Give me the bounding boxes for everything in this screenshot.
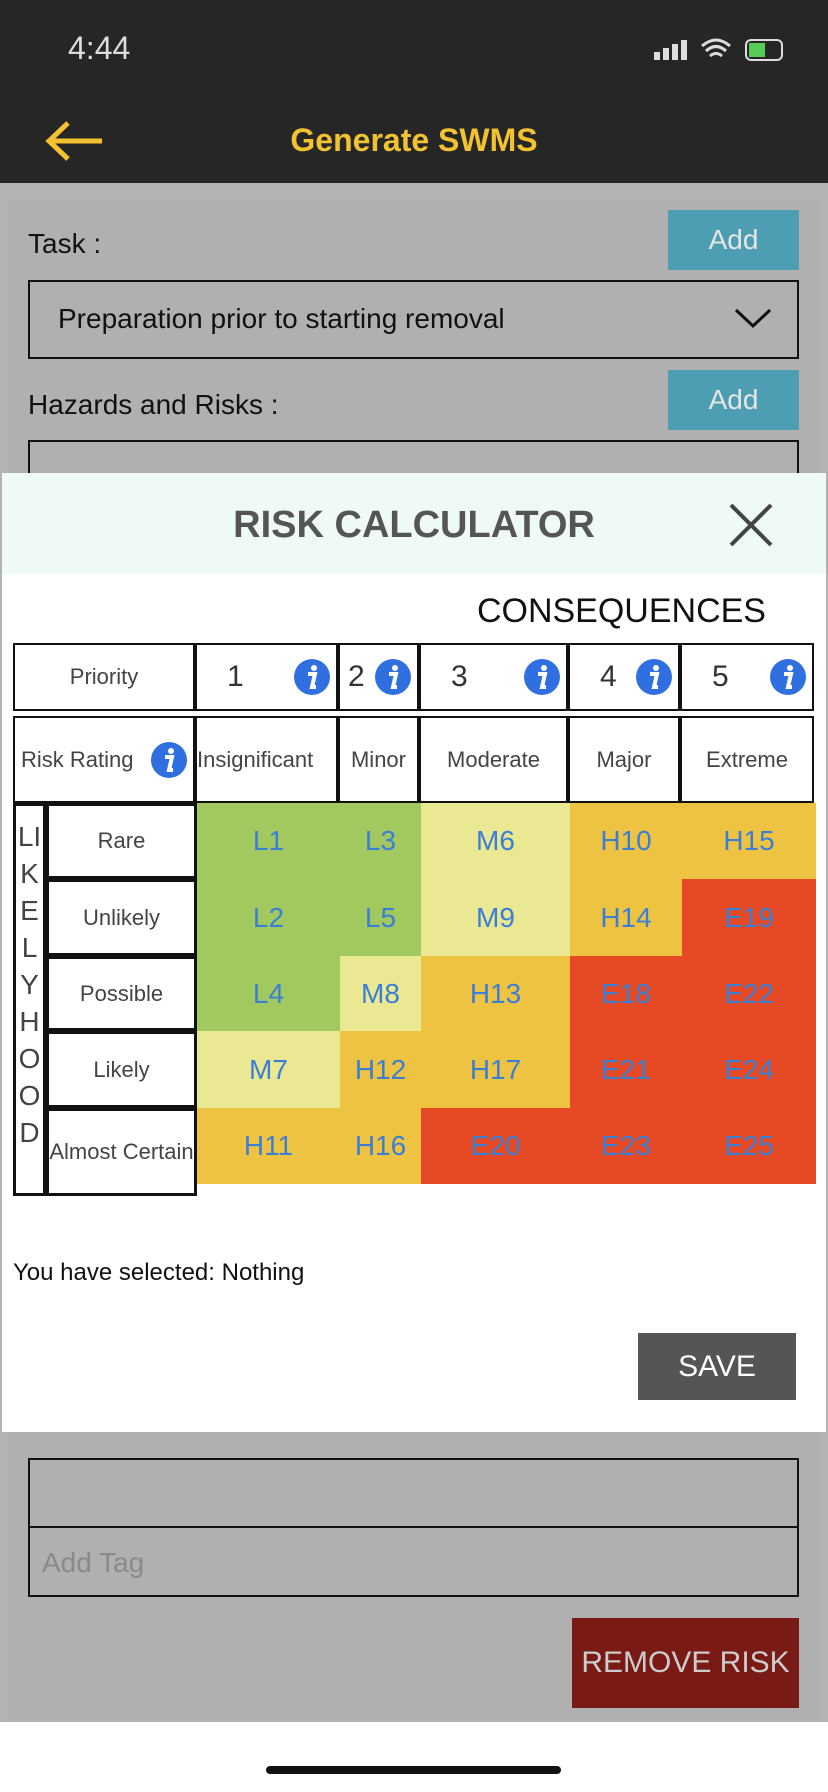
status-time: 4:44: [68, 30, 131, 66]
hazards-add-button[interactable]: Add: [668, 370, 799, 430]
modal-header: [2, 473, 826, 574]
consequences-label: CONSEQUENCES: [476, 592, 766, 630]
risk-cell[interactable]: H16: [340, 1108, 421, 1184]
consequence-cell: Extreme: [680, 716, 814, 803]
risk-modal: RISK CALCULATOR CONSEQUENCES You have se…: [2, 473, 826, 1432]
likelihood-row-label: Rare: [46, 803, 197, 879]
risk-cell[interactable]: E21: [570, 1031, 682, 1108]
bottom-area: [0, 1722, 828, 1792]
close-button[interactable]: [728, 502, 774, 548]
status-icons: [654, 38, 783, 61]
info-icon[interactable]: [150, 741, 188, 779]
likelihood-row-label: Almost Certain: [46, 1108, 197, 1196]
risk-cell[interactable]: E18: [570, 956, 682, 1031]
risk-cell[interactable]: L3: [340, 803, 421, 879]
risk-cell[interactable]: E19: [682, 879, 816, 956]
risk-cell[interactable]: E24: [682, 1031, 816, 1108]
risk-cell[interactable]: H10: [570, 803, 682, 879]
risk-cell[interactable]: M8: [340, 956, 421, 1031]
risk-rating-label: Risk Rating: [13, 716, 195, 803]
risk-cell[interactable]: E22: [682, 956, 816, 1031]
tag-placeholder: Add Tag: [42, 1547, 145, 1578]
risk-cell[interactable]: H14: [570, 879, 682, 956]
likelihood-label: LIKELYHOOD: [13, 803, 46, 1196]
risk-cell[interactable]: L4: [197, 956, 340, 1031]
consequence-cell: Moderate: [419, 716, 568, 803]
info-icon[interactable]: [769, 658, 807, 696]
task-select[interactable]: [28, 280, 799, 359]
save-button[interactable]: SAVE: [638, 1333, 796, 1400]
info-icon[interactable]: [523, 658, 561, 696]
selected-text: You have selected: Nothing: [13, 1259, 305, 1286]
back-button[interactable]: [44, 120, 106, 162]
risk-cell[interactable]: L1: [197, 803, 340, 879]
consequence-cell: Major: [568, 716, 680, 803]
risk-cell[interactable]: H15: [682, 803, 816, 879]
risk-cell[interactable]: M9: [421, 879, 570, 956]
risk-cell[interactable]: H13: [421, 956, 570, 1031]
risk-cell[interactable]: M7: [197, 1031, 340, 1108]
tag-input[interactable]: [28, 1526, 799, 1597]
likelihood-row-label: Unlikely: [46, 879, 197, 956]
info-icon[interactable]: [635, 658, 673, 696]
risk-cell[interactable]: E20: [421, 1108, 570, 1184]
task-value: Preparation prior to starting removal: [58, 303, 505, 334]
risk-cell[interactable]: M6: [421, 803, 570, 879]
info-icon[interactable]: [293, 658, 331, 696]
remove-risk-button[interactable]: REMOVE RISK: [572, 1618, 799, 1708]
consequence-cell: Minor: [338, 716, 419, 803]
risk-cell[interactable]: L5: [340, 879, 421, 956]
info-icon[interactable]: [374, 658, 412, 696]
risk-cell[interactable]: E23: [570, 1108, 682, 1184]
likelihood-row-label: Possible: [46, 956, 197, 1031]
task-label: Task :: [28, 228, 102, 259]
task-add-button[interactable]: Add: [668, 210, 799, 270]
dropdown-arrow: [734, 308, 772, 329]
top-bar: [0, 0, 828, 183]
hazards-label: Hazards and Risks :: [28, 389, 279, 420]
header-title: Generate SWMS: [290, 122, 538, 158]
home-indicator: [266, 1766, 561, 1774]
risk-cell[interactable]: H11: [197, 1108, 340, 1184]
risk-cell[interactable]: L2: [197, 879, 340, 956]
risk-cell[interactable]: E25: [682, 1108, 816, 1184]
modal-title: RISK CALCULATOR: [233, 504, 595, 546]
risk-cell[interactable]: H17: [421, 1031, 570, 1108]
likelihood-row-label: Likely: [46, 1031, 197, 1108]
consequence-cell: Insignificant: [195, 716, 338, 803]
text-input[interactable]: [28, 1458, 799, 1528]
priority-label: Priority: [13, 643, 195, 711]
risk-cell[interactable]: H12: [340, 1031, 421, 1108]
